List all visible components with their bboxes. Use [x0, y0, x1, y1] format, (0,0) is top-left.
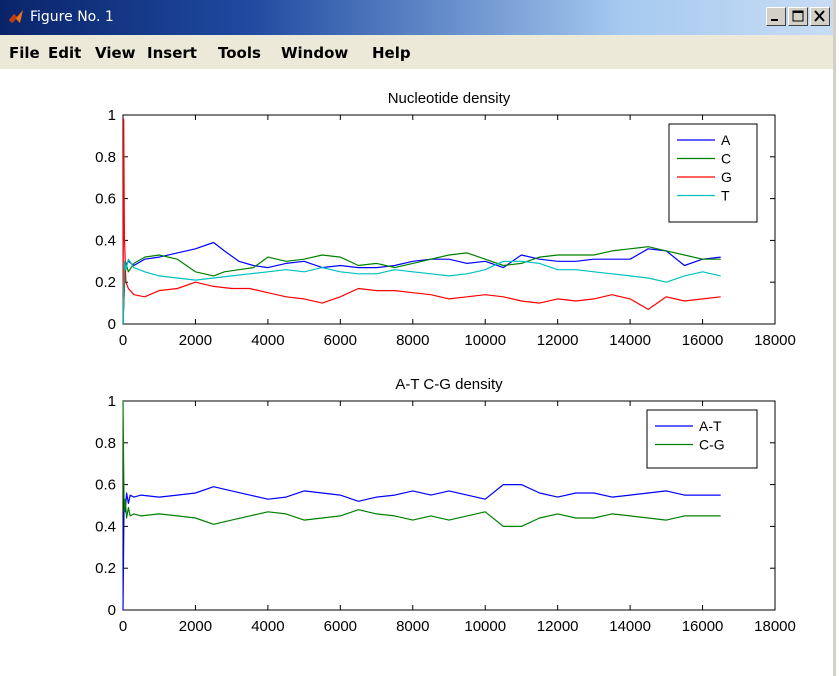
menu-insert[interactable]: Insert: [147, 44, 197, 62]
minimize-icon: [771, 19, 778, 21]
x-tick-label: 8000: [396, 332, 429, 349]
close-icon: [814, 10, 825, 22]
matlab-logo-icon: [9, 10, 23, 23]
y-tick-label: 0.8: [95, 149, 116, 166]
x-tick-label: 16000: [682, 618, 724, 635]
maximize-button[interactable]: [788, 7, 808, 26]
x-tick-label: 2000: [179, 618, 212, 635]
y-tick-label: 0.2: [95, 560, 116, 577]
y-tick-label: 0: [108, 602, 116, 619]
x-tick-label: 10000: [464, 618, 506, 635]
legend-box: [646, 409, 758, 469]
x-tick-label: 16000: [682, 332, 724, 349]
close-button[interactable]: [810, 7, 830, 26]
x-tick-label: 18000: [754, 618, 796, 635]
minimize-button[interactable]: [766, 7, 786, 26]
x-tick-label: 6000: [324, 618, 357, 635]
x-tick-label: 4000: [251, 332, 284, 349]
series-line-c-g: [122, 400, 721, 527]
menu-edit[interactable]: Edit: [48, 44, 82, 62]
legend-box: [668, 123, 758, 223]
chart-2: A-T C-G density 0 2000 4000 6000 8000 10000 120…: [95, 376, 796, 635]
series-line-c: [122, 246, 721, 325]
title-bar[interactable]: Figure No. 1: [0, 0, 833, 35]
chart-1: Nucleotide density 0 2000 4000 6000 8000 10000…: [95, 90, 796, 349]
chart-title: A-T C-G density: [395, 376, 503, 393]
x-tick-label: 18000: [754, 332, 796, 349]
menu-help[interactable]: Help: [372, 44, 411, 62]
x-tick-label: 10000: [464, 332, 506, 349]
y-tick-label: 0.8: [95, 435, 116, 452]
y-tick-label: 1: [108, 107, 116, 124]
y-tick-label: 0: [108, 316, 116, 333]
legend-entry-a: A: [721, 132, 731, 148]
legend-entry-c-g: C-G: [699, 437, 725, 453]
x-tick-label: 6000: [324, 332, 357, 349]
x-tick-label: 0: [119, 332, 127, 349]
legend-entry-c: C: [721, 151, 731, 167]
menu-bar: File Edit View Insert Tools Window Help: [0, 35, 833, 69]
x-tick-label: 2000: [179, 332, 212, 349]
x-tick-label: 12000: [537, 618, 579, 635]
y-tick-label: 0.6: [95, 191, 116, 208]
menu-view[interactable]: View: [95, 44, 136, 62]
plot-axes-box: [122, 114, 776, 325]
x-tick-label: 12000: [537, 332, 579, 349]
y-tick-label: 0.2: [95, 274, 116, 291]
y-tick-label: 0.6: [95, 477, 116, 494]
legend-entry-t: T: [721, 188, 730, 204]
x-tick-label: 8000: [396, 618, 429, 635]
series-line-a-t: [122, 484, 721, 611]
chart-title: Nucleotide density: [388, 90, 511, 107]
chart-legend: A-T C-G: [646, 409, 758, 469]
menu-tools[interactable]: Tools: [218, 44, 261, 62]
y-tick-label: 0.4: [95, 232, 116, 249]
legend-entry-a-t: A-T: [699, 418, 722, 434]
menu-file[interactable]: File: [9, 44, 40, 62]
series-line-t: [122, 258, 721, 325]
plot-axes-box: [122, 400, 776, 611]
window-title: Figure No. 1: [30, 9, 114, 25]
x-tick-label: 4000: [251, 618, 284, 635]
menu-window[interactable]: Window: [281, 44, 349, 62]
y-tick-label: 1: [108, 393, 116, 410]
x-tick-label: 0: [119, 618, 127, 635]
y-tick-label: 0.4: [95, 518, 116, 535]
series-line-g: [122, 118, 721, 325]
x-tick-label: 14000: [609, 332, 651, 349]
legend-entry-g: G: [721, 169, 732, 185]
maximize-icon: [792, 10, 804, 22]
series-line-a: [122, 241, 721, 325]
x-tick-label: 14000: [609, 618, 651, 635]
